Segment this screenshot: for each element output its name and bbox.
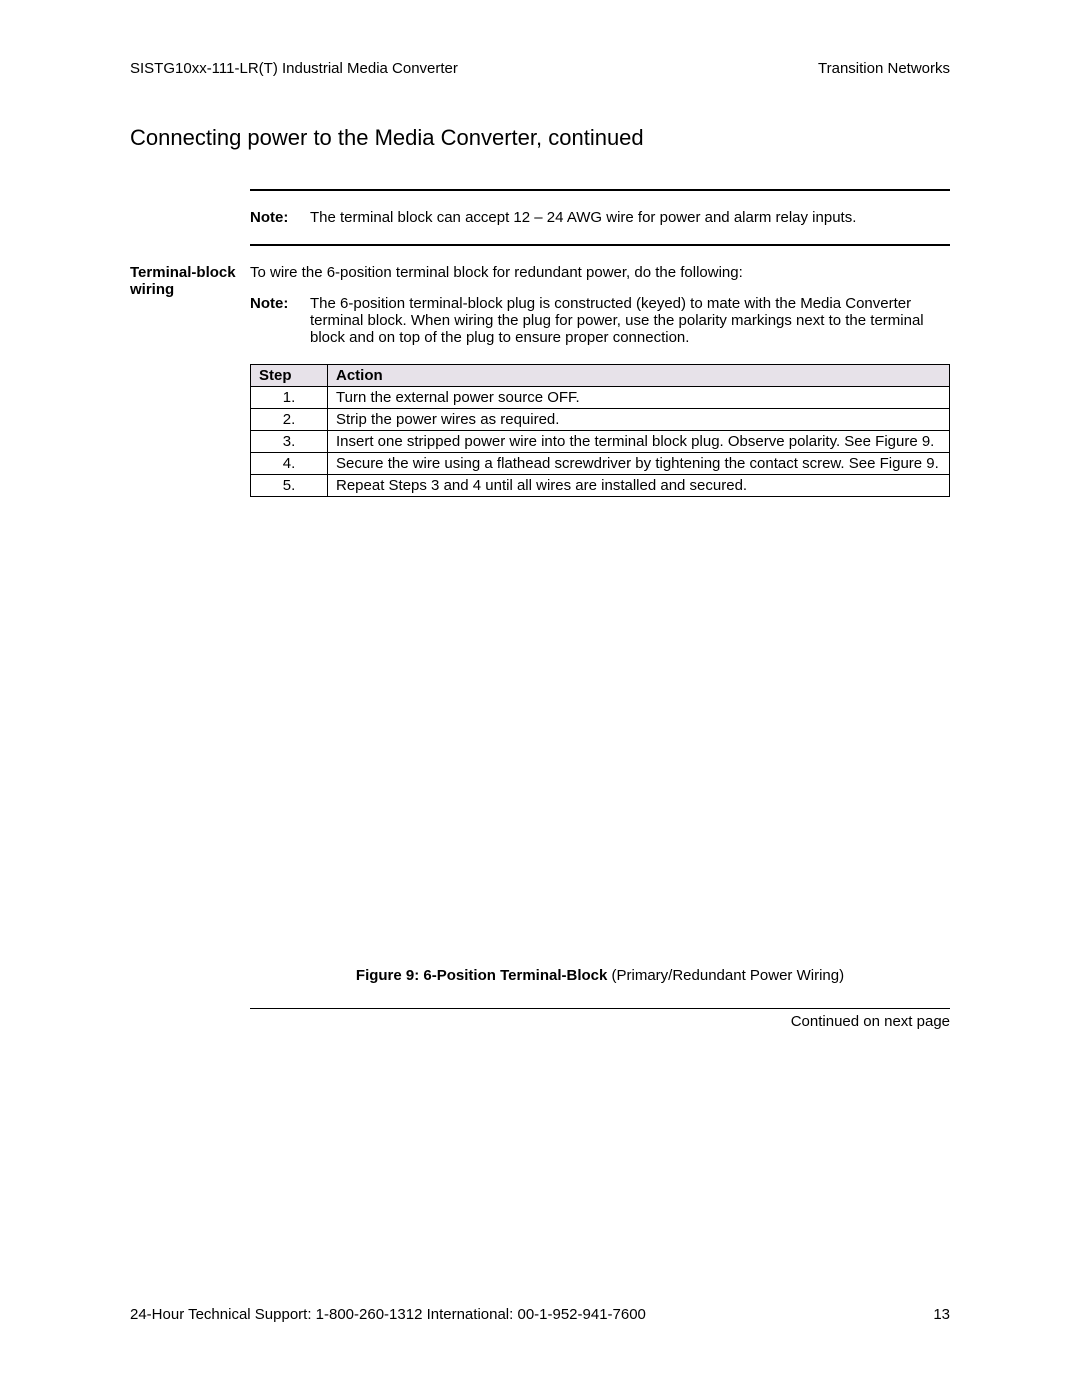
steps-table: Step Action 1. Turn the external power s… [250,364,950,497]
cell-step: 4. [251,453,328,475]
footer-page-number: 13 [933,1306,950,1323]
rule-top [250,189,950,191]
rule-after-note1 [250,244,950,246]
figure-desc: (Primary/Redundant Power Wiring) [607,967,844,984]
table-row: 3. Insert one stripped power wire into t… [251,431,950,453]
note-1-text: The terminal block can accept 12 – 24 AW… [310,209,950,226]
cell-action: Secure the wire using a flathead screwdr… [328,453,950,475]
table-row: 5. Repeat Steps 3 and 4 until all wires … [251,475,950,497]
section-side-label: Terminal-block wiring [130,264,250,1030]
running-footer: 24-Hour Technical Support: 1-800-260-131… [130,1306,950,1323]
th-action: Action [328,365,950,387]
cell-step: 5. [251,475,328,497]
table-row: 2. Strip the power wires as required. [251,409,950,431]
rule-before-continued [250,1008,950,1009]
header-right: Transition Networks [818,60,950,77]
note-2: Note: The 6-position terminal-block plug… [250,295,950,346]
footer-left: 24-Hour Technical Support: 1-800-260-131… [130,1306,646,1323]
table-row: 4. Secure the wire using a flathead scre… [251,453,950,475]
running-header: SISTG10xx-111-LR(T) Industrial Media Con… [130,60,950,77]
figure-label: Figure 9: 6-Position Terminal-Block [356,967,607,984]
note-1-label: Note: [250,209,310,226]
cell-action: Strip the power wires as required. [328,409,950,431]
content-column: Note: The terminal block can accept 12 –… [250,189,950,1030]
continued-text: Continued on next page [250,1013,950,1030]
side-label-line2: wiring [130,281,174,298]
note-1: Note: The terminal block can accept 12 –… [250,209,950,226]
cell-step: 1. [251,387,328,409]
note-2-label: Note: [250,295,310,346]
table-row: 1. Turn the external power source OFF. [251,387,950,409]
header-left: SISTG10xx-111-LR(T) Industrial Media Con… [130,60,458,77]
section-body: To wire the 6-position terminal block fo… [250,264,950,1030]
table-header-row: Step Action [251,365,950,387]
cell-action: Insert one stripped power wire into the … [328,431,950,453]
page: SISTG10xx-111-LR(T) Industrial Media Con… [0,0,1080,1397]
figure-caption: Figure 9: 6-Position Terminal-Block (Pri… [250,967,950,984]
note-2-text: The 6-position terminal-block plug is co… [310,295,950,346]
cell-action: Turn the external power source OFF. [328,387,950,409]
th-step: Step [251,365,328,387]
side-label-line1: Terminal-block [130,264,236,281]
cell-action: Repeat Steps 3 and 4 until all wires are… [328,475,950,497]
cell-step: 3. [251,431,328,453]
cell-step: 2. [251,409,328,431]
terminal-block-section: Terminal-block wiring To wire the 6-posi… [250,264,950,1030]
page-title: Connecting power to the Media Converter,… [130,125,950,151]
section-intro: To wire the 6-position terminal block fo… [250,264,950,281]
